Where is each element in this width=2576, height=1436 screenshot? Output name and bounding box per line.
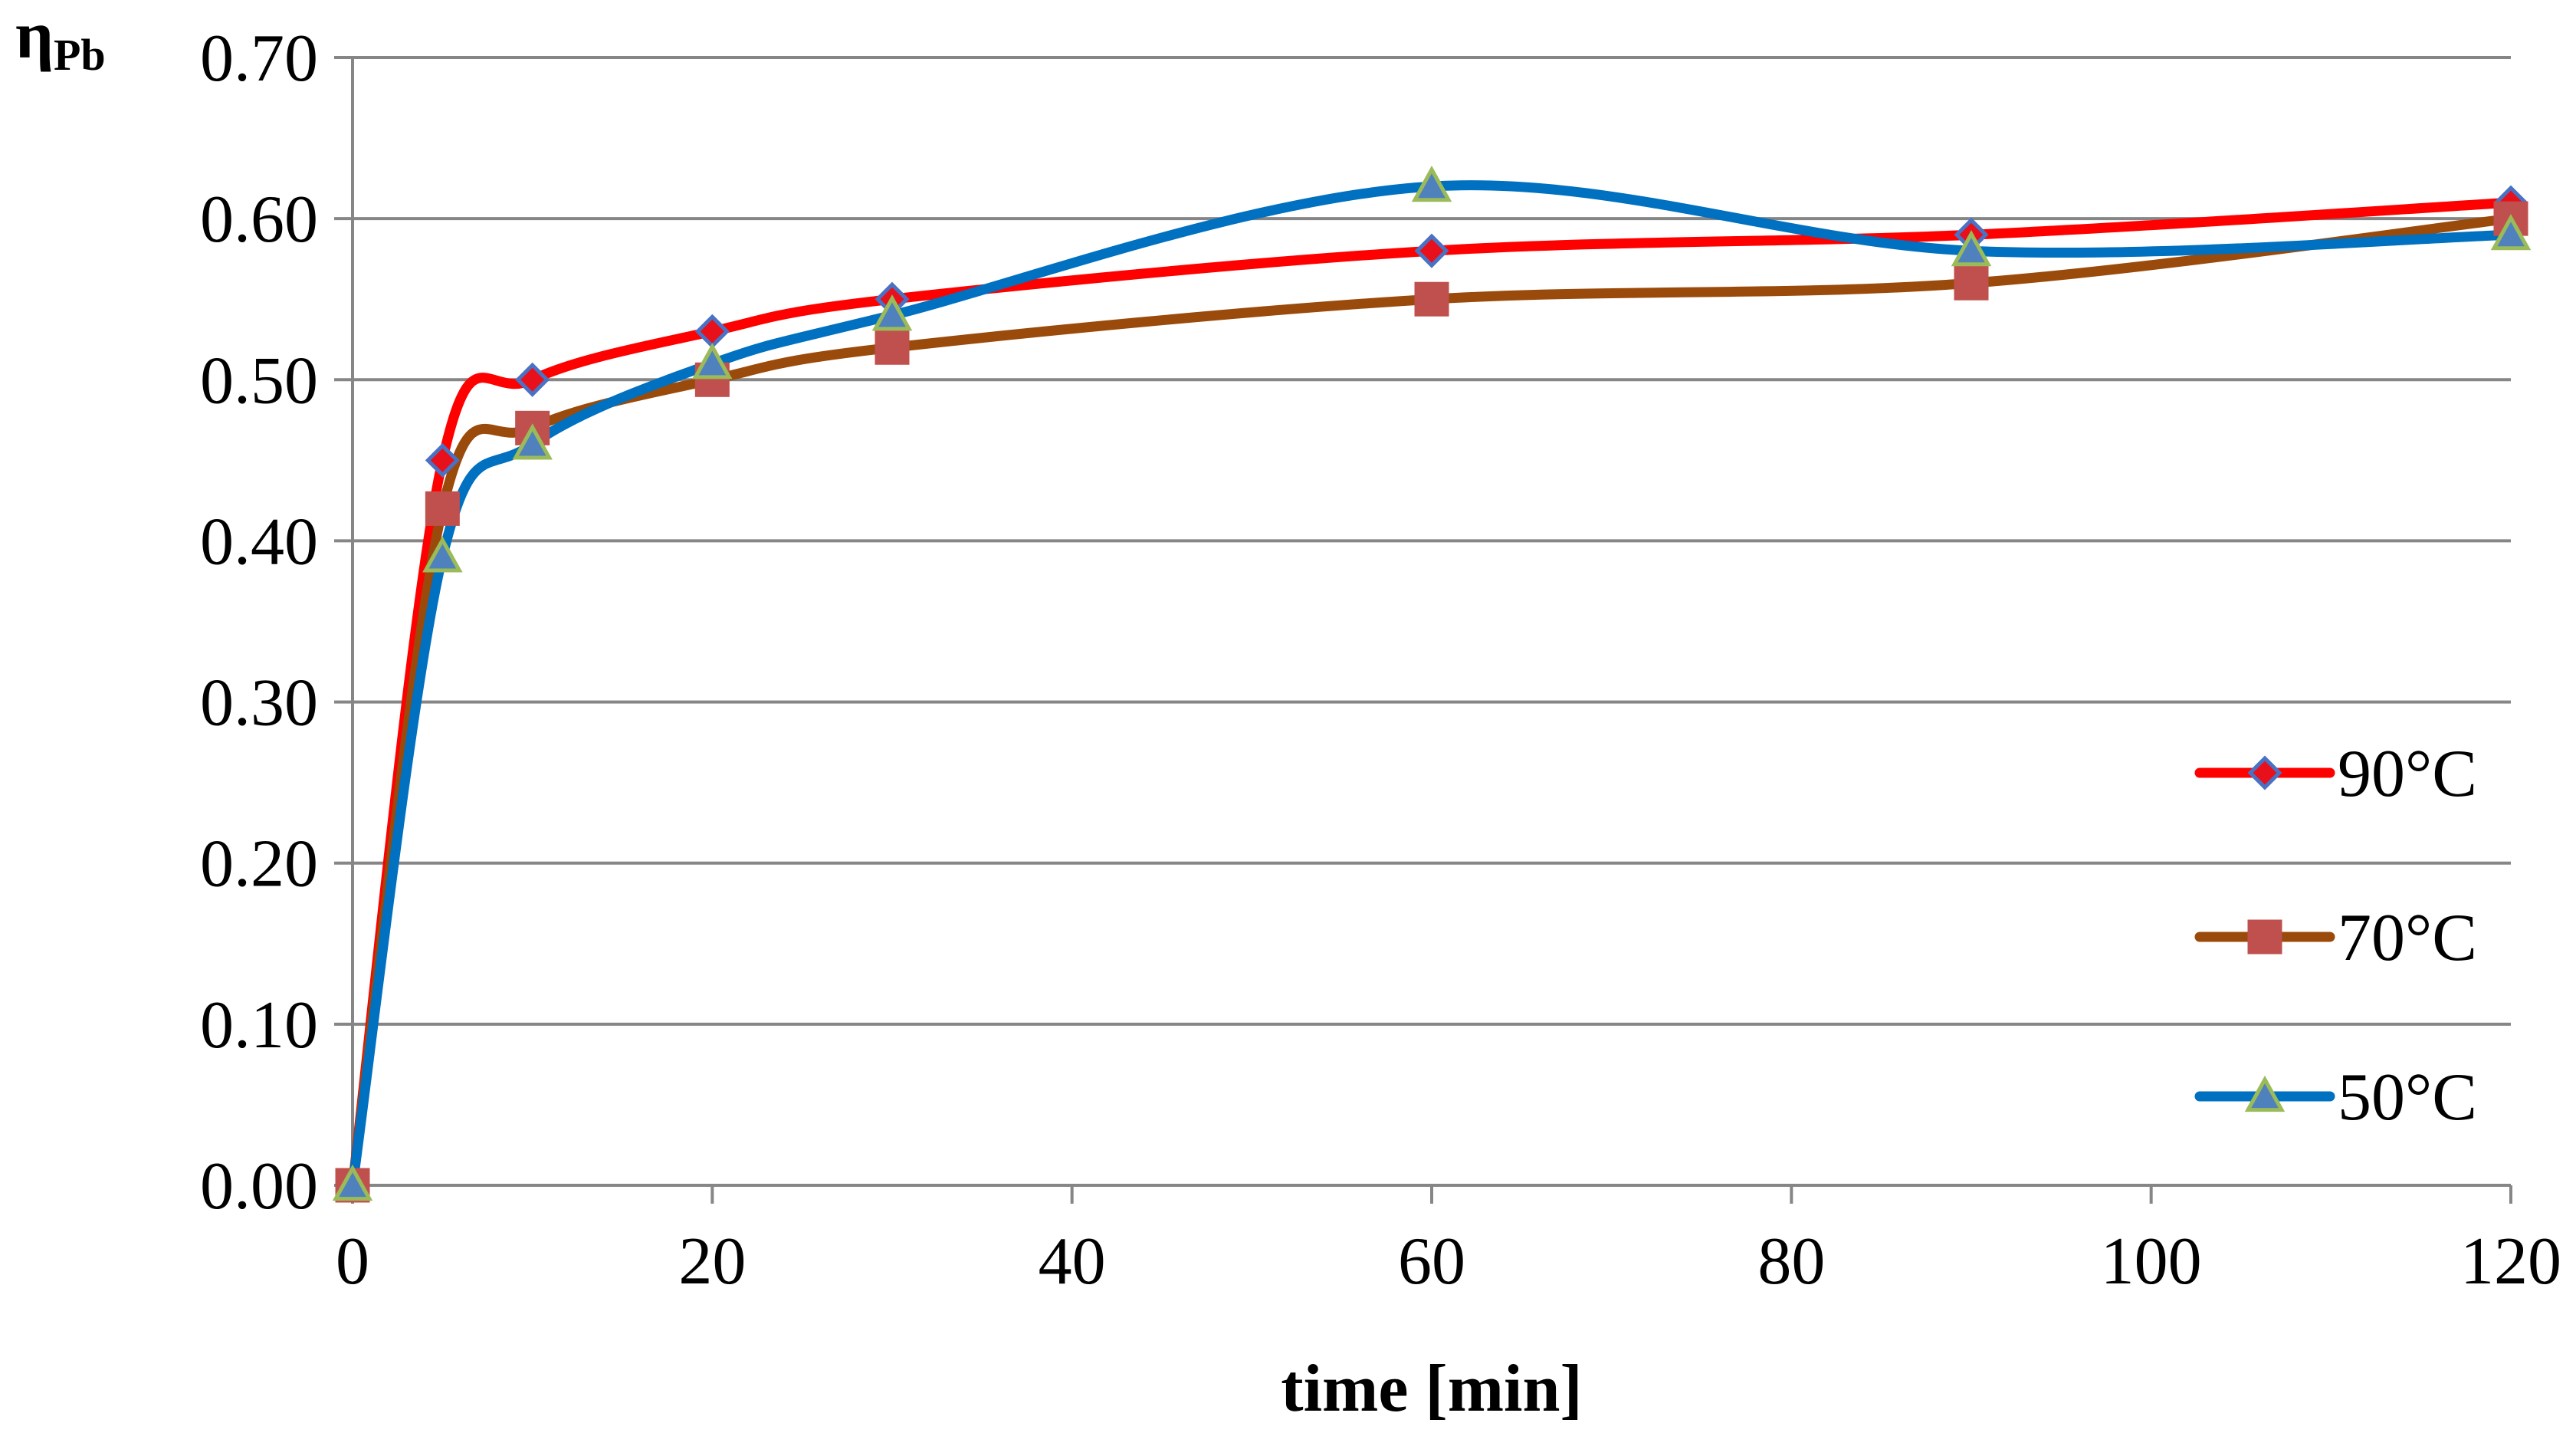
axes [334, 56, 2512, 1204]
marker-90c-5 [1414, 233, 1449, 268]
marker-70c-5 [1414, 281, 1449, 317]
marker-50c-7 [2490, 214, 2532, 251]
y-axis-title-sub: Pb [54, 30, 106, 80]
x-tick-label-2: 40 [1039, 1224, 1106, 1299]
marker-90c-3 [694, 314, 730, 349]
x-tick-label-4: 80 [1757, 1224, 1825, 1299]
y-tick-label-6: 0.60 [200, 182, 318, 257]
y-tick-label-4: 0.40 [200, 504, 318, 579]
y-tick-label-0: 0.00 [200, 1149, 318, 1224]
legend-label-50c: 50°C [2338, 1060, 2477, 1135]
legend-label-70c: 70°C [2338, 901, 2477, 975]
marker-90c-2 [515, 362, 550, 397]
marker-50c-4 [871, 294, 913, 331]
y-tick-label-7: 0.70 [200, 21, 318, 96]
y-axis-title: ηPb [15, 0, 106, 80]
y-tick-label-1: 0.10 [200, 988, 318, 1063]
series-lines [347, 180, 2516, 1191]
y-axis-title-main: η [15, 0, 54, 73]
marker-90c-1 [425, 442, 460, 478]
legend-marker-50c [2244, 1075, 2286, 1112]
series-markers [332, 165, 2532, 1203]
marker-70c-6 [1954, 265, 1989, 301]
legend: 90°C 70°C 50°C [2194, 737, 2477, 1135]
x-axis-title: time [min] [1281, 1352, 1582, 1426]
x-tick-label-0: 0 [336, 1224, 369, 1299]
marker-70c-4 [875, 330, 910, 365]
marker-50c-6 [1951, 230, 1992, 267]
y-tick-labels: 0.00 0.10 0.20 0.30 0.40 0.50 0.60 0.70 [200, 21, 318, 1224]
legend-marker-90c [2247, 755, 2282, 790]
legend-label-90c: 90°C [2338, 737, 2477, 811]
marker-50c-0 [332, 1164, 373, 1201]
y-tick-label-2: 0.20 [200, 827, 318, 902]
x-tick-label-1: 20 [678, 1224, 746, 1299]
marker-50c-1 [422, 536, 463, 573]
y-tick-label-5: 0.50 [200, 343, 318, 418]
x-tick-label-3: 60 [1398, 1224, 1465, 1299]
marker-50c-3 [692, 343, 733, 380]
marker-50c-5 [1411, 165, 1452, 202]
series-line-90c [347, 197, 2516, 1191]
legend-marker-70c [2247, 919, 2282, 955]
x-tick-label-5: 100 [2101, 1224, 2202, 1299]
marker-50c-2 [512, 423, 553, 460]
y-tick-label-3: 0.30 [200, 666, 318, 741]
marker-70c-1 [425, 491, 460, 526]
x-tick-labels: 0 20 40 60 80 100 120 [336, 1224, 2561, 1299]
x-tick-label-6: 120 [2460, 1224, 2561, 1299]
